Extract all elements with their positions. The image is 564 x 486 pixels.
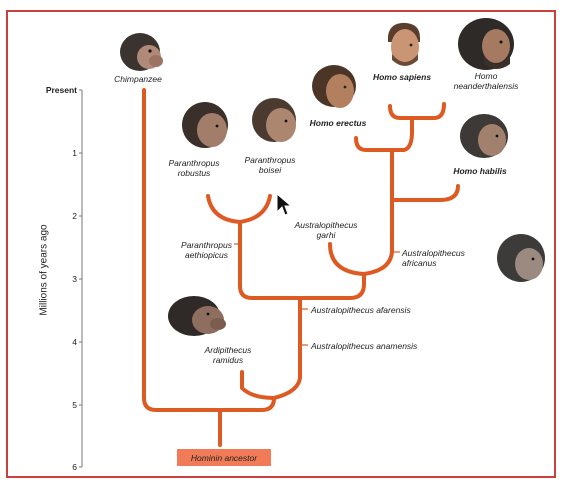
paranthropus-robustus-head-icon: [182, 102, 228, 148]
label-paranthropus-robustus: Paranthropus robustus: [168, 158, 220, 178]
hominin-ancestor-label: Hominin ancestor: [190, 452, 258, 463]
axis-title: Millions of years ago: [38, 224, 50, 316]
hominin-ancestor-box: Hominin ancestor: [177, 449, 271, 466]
branch-chimpanzee: [142, 88, 222, 412]
branch-homo-neanderthalensis: [410, 102, 446, 120]
branch-hominin-line: [218, 396, 276, 412]
tick-2: 2: [72, 211, 77, 221]
label-australopithecus-garhi: Australopithecus garhi: [294, 220, 358, 240]
branch-ardipithecus: [240, 370, 276, 400]
label-homo-erectus: Homo erectus: [309, 118, 367, 128]
australopithecus-africanus-head-icon: [497, 234, 545, 282]
label-homo-sapiens: Homo sapiens: [372, 72, 432, 82]
branch-p-robustus: [206, 194, 242, 224]
branch-p-boisei: [238, 194, 272, 224]
ardipithecus-ramidus-head-icon: [168, 296, 226, 336]
label-paranthropus-boisei: Paranthropus boisei: [244, 155, 296, 175]
label-australopithecus-africanus: Australopithecus africanus: [402, 248, 465, 268]
homo-habilis-head-icon: [460, 114, 508, 158]
branch-paranthropus-line: [238, 220, 302, 300]
homo-sapiens-head-icon: [388, 22, 420, 66]
label-chimpanzee: Chimpanzee: [114, 74, 162, 84]
tick-4: 4: [72, 337, 77, 347]
tick-5: 5: [72, 400, 77, 410]
homo-erectus-head-icon: [312, 65, 356, 108]
label-homo-neanderthalensis: Homo neanderthalensis: [453, 71, 519, 91]
tick-1: 1: [72, 148, 77, 158]
paranthropus-boisei-head-icon: [252, 98, 296, 142]
tick-present: Present: [45, 85, 77, 95]
label-ardipithecus-ramidus: Ardipithecus ramidus: [204, 345, 252, 365]
branch-homo-habilis: [390, 184, 460, 202]
branch-homo-stem: [362, 148, 394, 276]
homo-neanderthalensis-head-icon: [458, 18, 514, 70]
branch-a-garhi: [328, 242, 366, 276]
branch-anamensis-stem: [272, 310, 302, 400]
branch-homo-upper: [390, 116, 414, 152]
label-australopithecus-afarensis: Australopithecus afarensis: [311, 305, 411, 315]
tick-3: 3: [72, 274, 77, 284]
branch-homo-erectus: [354, 136, 394, 152]
chimpanzee-head-icon: [120, 33, 163, 71]
figure-frame: [6, 10, 556, 478]
tick-6: 6: [72, 462, 77, 472]
branch-homo-sapiens: [388, 104, 414, 120]
mouse-cursor-icon: [276, 193, 292, 216]
label-australopithecus-anamensis: Australopithecus anamensis: [311, 341, 418, 351]
label-homo-habilis: Homo habilis: [453, 166, 507, 176]
label-paranthropus-aethiopicus: Paranthropus aethiopicus: [180, 240, 232, 260]
branch-homo-line: [298, 272, 366, 300]
